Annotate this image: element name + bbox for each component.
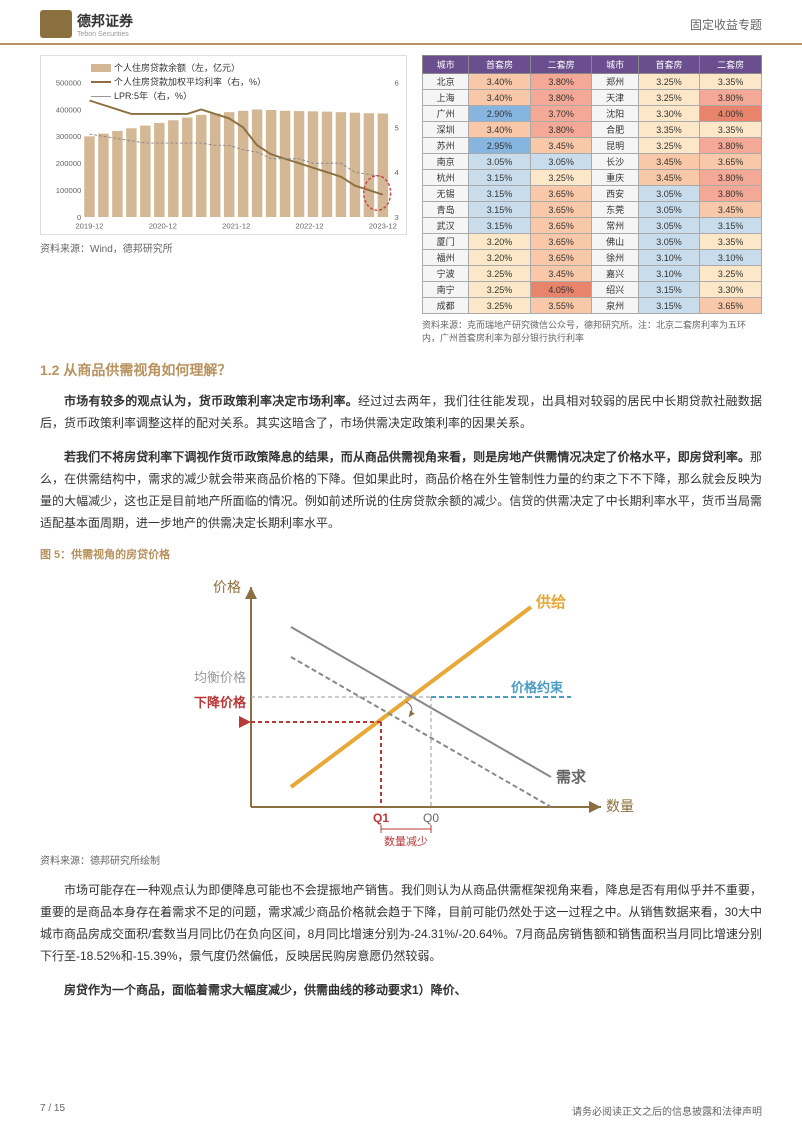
logo-icon bbox=[40, 10, 72, 38]
svg-text:价格约束: 价格约束 bbox=[511, 680, 564, 695]
svg-text:供给: 供给 bbox=[535, 593, 566, 611]
svg-text:均衡价格: 均衡价格 bbox=[194, 670, 246, 685]
svg-text:2023-12: 2023-12 bbox=[369, 222, 397, 231]
svg-text:2020-12: 2020-12 bbox=[149, 222, 177, 231]
table-source: 资料来源：克而瑞地产研究微信公众号，德邦研究所。注：北京二套房利率为五环内，广州… bbox=[422, 319, 762, 345]
svg-text:500000: 500000 bbox=[56, 78, 82, 87]
chart-legend: 个人住房贷款余额（左，亿元） 个人住房贷款加权平均利率（右，%） LPR:5年（… bbox=[91, 61, 266, 103]
chart-container: 0 100000 200000 300000 400000 500000 3 4 5 6 201… bbox=[40, 55, 407, 345]
paragraph-2: 若我们不将房贷利率下调视作货币政策降息的结果，而从商品供需视角来看，则是房地产供… bbox=[40, 446, 762, 534]
svg-text:2021-12: 2021-12 bbox=[222, 222, 250, 231]
svg-text:数量减少: 数量减少 bbox=[384, 835, 428, 847]
rate-table: 城市首套房二套房城市首套房二套房 北京3.40%3.80%郑州3.25%3.35… bbox=[422, 55, 762, 314]
svg-text:200000: 200000 bbox=[56, 159, 82, 168]
header-topic: 固定收益专题 bbox=[690, 16, 762, 33]
supply-demand-diagram: 价格 数量 供给 需求 均衡价格 价格约束 下降价格 Q0 Q1 数量减少 bbox=[151, 567, 651, 847]
svg-text:价格: 价格 bbox=[213, 579, 241, 595]
logo: 德邦证券 Tebon Securities bbox=[40, 10, 133, 38]
svg-text:数量: 数量 bbox=[606, 798, 634, 814]
svg-text:100000: 100000 bbox=[56, 186, 82, 195]
section-title: 1.2 从商品供需视角如何理解？ bbox=[40, 360, 762, 380]
svg-text:需求: 需求 bbox=[556, 768, 587, 786]
svg-text:2022-12: 2022-12 bbox=[295, 222, 323, 231]
svg-text:4: 4 bbox=[394, 168, 399, 177]
svg-text:Q0: Q0 bbox=[423, 811, 439, 825]
svg-text:5: 5 bbox=[394, 123, 398, 132]
company-name: 德邦证券 bbox=[77, 11, 133, 31]
rate-table-container: 城市首套房二套房城市首套房二套房 北京3.40%3.80%郑州3.25%3.35… bbox=[422, 55, 762, 345]
disclaimer: 请务必阅读正文之后的信息披露和法律声明 bbox=[572, 1103, 762, 1118]
page-header: 德邦证券 Tebon Securities 固定收益专题 bbox=[0, 0, 802, 45]
company-en: Tebon Securities bbox=[77, 31, 133, 38]
figure5-title: 图 5：供需视角的房贷价格 bbox=[40, 546, 762, 562]
paragraph-3: 市场可能存在一种观点认为即便降息可能也不会提振地产销售。我们则认为从商品供需框架… bbox=[40, 879, 762, 967]
paragraph-4: 房贷作为一个商品，面临着需求大幅度减少，供需曲线的移动要求1）降价、 bbox=[40, 979, 762, 1001]
page-footer: 7 / 15 请务必阅读正文之后的信息披露和法律声明 bbox=[0, 1103, 802, 1118]
svg-text:300000: 300000 bbox=[56, 132, 82, 141]
svg-text:下降价格: 下降价格 bbox=[194, 695, 247, 710]
svg-text:3: 3 bbox=[394, 213, 398, 222]
svg-text:2019-12: 2019-12 bbox=[75, 222, 103, 231]
paragraph-1: 市场有较多的观点认为，货币政策利率决定市场利率。经过过去两年，我们往往能发现，出… bbox=[40, 390, 762, 434]
figure5-source: 资料来源：德邦研究所绘制 bbox=[40, 852, 762, 867]
chart-source: 资料来源：Wind，德邦研究所 bbox=[40, 240, 407, 255]
svg-text:400000: 400000 bbox=[56, 105, 82, 114]
page-number: 7 / 15 bbox=[40, 1103, 65, 1118]
svg-text:0: 0 bbox=[77, 213, 81, 222]
svg-text:Q1: Q1 bbox=[373, 811, 389, 825]
svg-text:6: 6 bbox=[394, 78, 398, 87]
